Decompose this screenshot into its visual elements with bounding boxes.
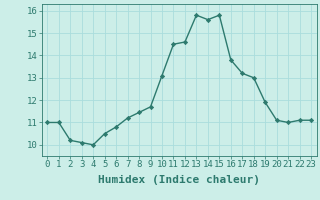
X-axis label: Humidex (Indice chaleur): Humidex (Indice chaleur) <box>98 175 260 185</box>
